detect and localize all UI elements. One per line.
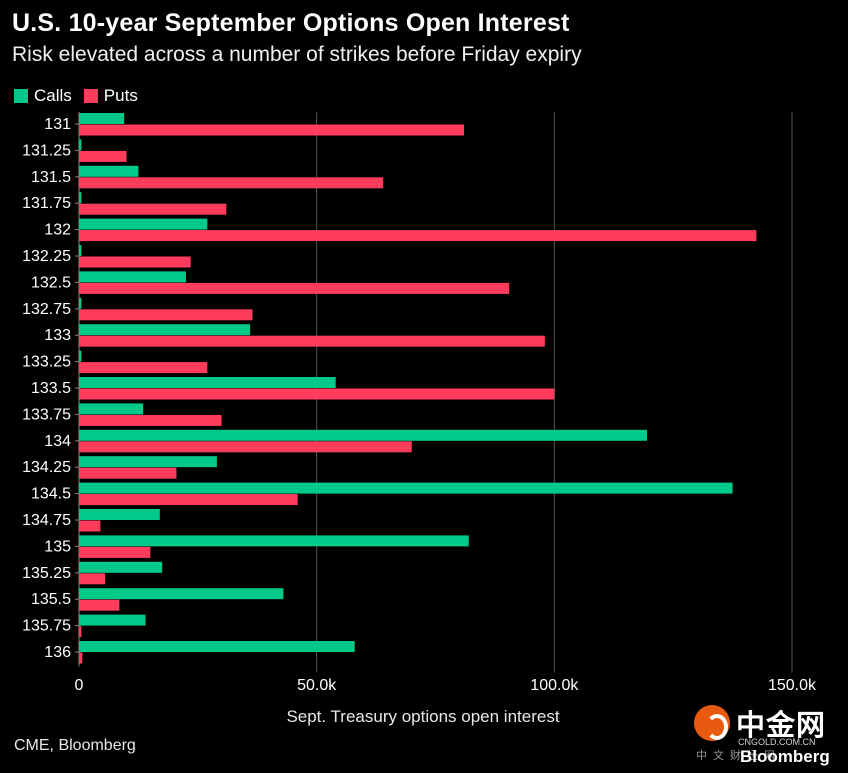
bar-calls-134 — [79, 429, 648, 441]
y-tick-label: 131.25 — [22, 142, 71, 159]
x-tick-label: 0 — [75, 677, 84, 694]
watermark-logo-icon — [694, 705, 730, 741]
legend-swatch-calls — [14, 89, 28, 103]
y-tick-label: 131.5 — [31, 169, 71, 186]
watermark-bloomberg: Bloomberg — [740, 747, 830, 766]
watermark-sub: 中文财经网 — [696, 750, 781, 762]
bar-calls-134.25 — [79, 456, 217, 468]
legend-label-puts: Puts — [103, 86, 138, 105]
y-tick-label: 134 — [44, 433, 71, 450]
bar-calls-132.5 — [79, 271, 186, 283]
bar-puts-135.75 — [79, 626, 82, 638]
bar-puts-133 — [79, 335, 545, 347]
bar-calls-132.75 — [79, 297, 82, 309]
watermark: 中金网 CNGOLD.COM.CN 中文财经网 Bloomberg — [690, 700, 840, 770]
bar-calls-133.75 — [79, 403, 144, 415]
bar-puts-134 — [79, 441, 412, 453]
y-tick-label: 132 — [44, 222, 71, 239]
bar-puts-135.5 — [79, 599, 120, 611]
y-tick-label: 133.25 — [22, 354, 71, 371]
bar-calls-131.75 — [79, 192, 82, 204]
x-tick-label: 150.0k — [768, 677, 817, 694]
legend-swatch-puts — [83, 89, 98, 103]
bar-calls-132.25 — [79, 245, 82, 256]
y-tick-label: 133 — [44, 327, 71, 344]
bar-calls-134.75 — [79, 509, 160, 520]
legend: Calls Puts — [14, 86, 150, 106]
bar-puts-131.5 — [79, 177, 384, 189]
y-tick-label: 134.5 — [31, 486, 71, 503]
bar-calls-131 — [79, 113, 125, 124]
bar-puts-133.75 — [79, 414, 222, 426]
bar-puts-131.25 — [79, 150, 127, 162]
bar-calls-135.25 — [79, 561, 163, 573]
bar-puts-131 — [79, 124, 465, 136]
bar-puts-132.5 — [79, 282, 510, 294]
bar-calls-133.25 — [79, 350, 82, 362]
bar-puts-134.25 — [79, 467, 177, 479]
y-tick-label: 131 — [44, 116, 71, 133]
bar-calls-131.25 — [79, 139, 82, 151]
source-note: CME, Bloomberg — [14, 737, 136, 754]
bar-calls-134.5 — [79, 482, 733, 494]
bar-calls-135 — [79, 535, 469, 547]
bar-calls-136 — [79, 641, 355, 652]
bar-puts-131.75 — [79, 203, 227, 215]
y-tick-label: 134.75 — [22, 512, 71, 529]
x-axis-title: Sept. Treasury options open interest — [286, 707, 559, 726]
y-tick-label: 135 — [44, 538, 71, 555]
y-tick-label: 133.75 — [22, 406, 71, 423]
y-tick-label: 132.75 — [22, 301, 71, 318]
bar-calls-135.5 — [79, 588, 284, 600]
bar-calls-133.5 — [79, 377, 336, 388]
bar-calls-133 — [79, 324, 251, 336]
bar-puts-135.25 — [79, 573, 106, 585]
chart-subtitle: Risk elevated across a number of strikes… — [12, 43, 582, 66]
x-tick-label: 100.0k — [530, 677, 579, 694]
chart-title: U.S. 10-year September Options Open Inte… — [12, 9, 570, 37]
bar-puts-133.5 — [79, 388, 555, 400]
y-tick-label: 132.25 — [22, 248, 71, 265]
bar-calls-135.75 — [79, 614, 146, 626]
y-tick-label: 132.5 — [31, 274, 71, 291]
y-tick-label: 136 — [44, 644, 71, 661]
bar-puts-135 — [79, 546, 151, 558]
legend-item-puts: Puts — [83, 86, 138, 106]
x-tick-label: 50.0k — [297, 677, 337, 694]
bar-puts-136 — [79, 652, 83, 664]
bar-calls-131.5 — [79, 165, 139, 177]
bar-puts-133.25 — [79, 362, 208, 374]
bar-puts-134.5 — [79, 494, 298, 506]
watermark-name: 中金网 — [736, 708, 827, 742]
legend-item-calls: Calls — [14, 86, 72, 106]
y-tick-label: 133.5 — [31, 380, 71, 397]
y-tick-label: 135.5 — [31, 591, 71, 608]
watermark-url: CNGOLD.COM.CN — [738, 737, 816, 747]
bar-puts-132.25 — [79, 256, 191, 268]
legend-label-calls: Calls — [34, 86, 72, 105]
y-tick-label: 131.75 — [22, 195, 71, 212]
y-tick-label: 135.75 — [22, 618, 71, 635]
y-tick-label: 135.25 — [22, 565, 71, 582]
bar-puts-132.75 — [79, 309, 253, 321]
bar-puts-132 — [79, 230, 757, 242]
y-tick-label: 134.25 — [22, 459, 71, 476]
bar-puts-134.75 — [79, 520, 101, 532]
bar-calls-132 — [79, 218, 208, 230]
